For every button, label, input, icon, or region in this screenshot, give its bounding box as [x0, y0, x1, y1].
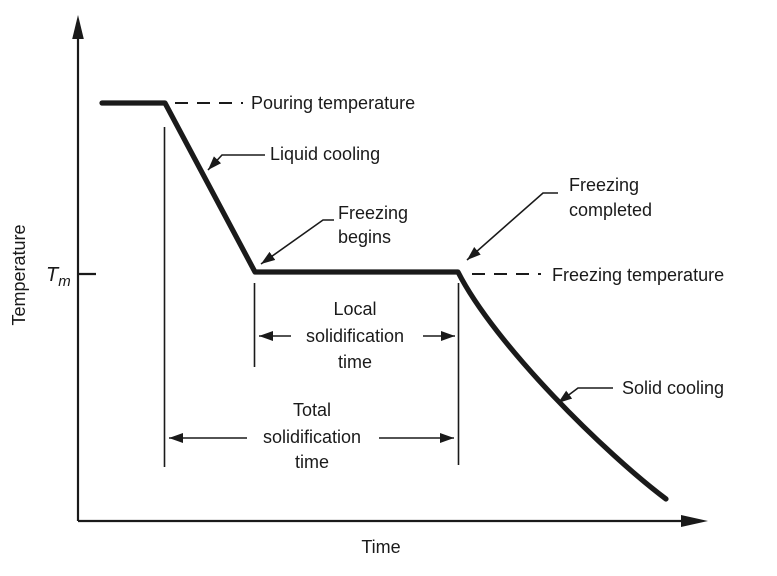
freezing-temperature-label: Freezing temperature — [552, 265, 724, 285]
tm-symbol: T — [46, 264, 60, 286]
total-solidification-label-line2: solidification — [263, 427, 361, 447]
freezing-begins-leader-arrow — [260, 219, 334, 265]
freezing-begins-label-line1: Freezing — [338, 203, 408, 223]
tm-label: Tm — [46, 264, 71, 290]
tm-subscript: m — [58, 273, 71, 290]
freezing-completed-label-line1: Freezing — [569, 175, 639, 195]
cooling-curve — [99, 100, 669, 502]
x-axis-label: Time — [361, 537, 400, 557]
x-axis-arrowhead-icon — [681, 515, 708, 527]
solid-cooling-label: Solid cooling — [622, 378, 724, 398]
solid-cooling-leader-arrow — [557, 387, 613, 404]
freezing-completed-leader-arrow — [466, 192, 558, 261]
total-solidification-label-line1: Total — [293, 400, 331, 420]
freezing-begins-label-line2: begins — [338, 227, 391, 247]
liquid-cooling-leader-arrow — [207, 154, 265, 171]
total-solidification-label-line3: time — [295, 452, 329, 472]
liquid-cooling-label: Liquid cooling — [270, 144, 380, 164]
y-axis-label: Temperature — [9, 224, 29, 325]
local-solidification-label-line3: time — [338, 352, 372, 372]
local-solidification-label-line2: solidification — [306, 326, 404, 346]
local-solidification-label-line1: Local — [333, 299, 376, 319]
y-axis-arrowhead-icon — [72, 15, 84, 39]
freezing-completed-label-line2: completed — [569, 200, 652, 220]
pouring-temperature-label: Pouring temperature — [251, 93, 415, 113]
